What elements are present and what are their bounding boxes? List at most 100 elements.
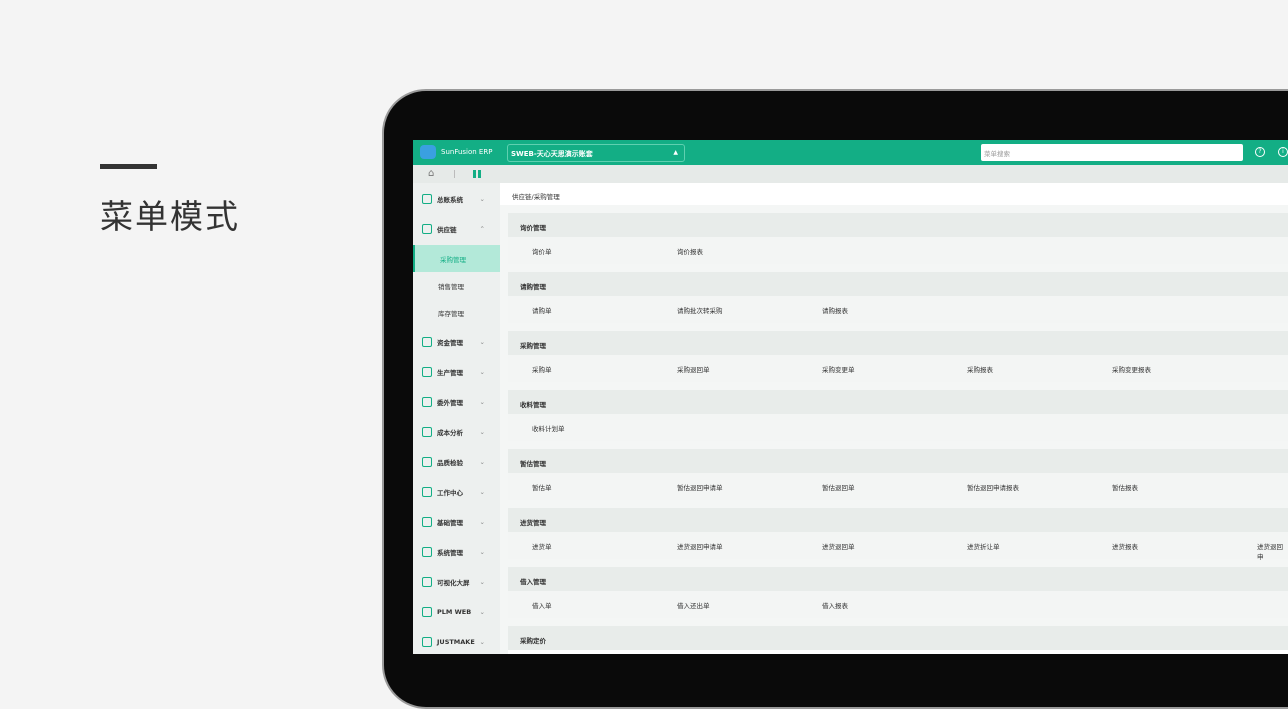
menu-link[interactable]: 收料计划单 xyxy=(532,425,565,433)
sidebar-item[interactable]: 可视化大屏 ⌄ xyxy=(413,568,500,596)
logo-icon xyxy=(420,145,436,159)
chevron-down-icon: ⌄ xyxy=(479,195,485,203)
sidebar-item-label: 品质检验 xyxy=(437,459,463,467)
menu-link[interactable]: 进货退回申 xyxy=(1257,543,1283,561)
menu-link[interactable]: 采购报表 xyxy=(967,366,993,374)
menu-link[interactable]: 进货退回申请单 xyxy=(677,543,723,551)
menu-section: 暂估管理暂估单 暂估退回申请单 暂估退回单 暂估退回申请报表 暂估报表 xyxy=(508,449,1288,500)
menu-link[interactable]: 请购报表 xyxy=(822,307,848,315)
module-icon xyxy=(422,397,432,407)
sidebar-subitem[interactable]: 采购管理 xyxy=(413,245,500,272)
section-title: 暂估管理 xyxy=(508,449,1288,473)
section-title: 采购定价 xyxy=(508,626,1288,650)
sidebar-item-label: 可视化大屏 xyxy=(437,579,470,587)
sidebar-item[interactable]: PLM WEB ⌄ xyxy=(413,598,500,626)
menu-link[interactable]: 进货折让单 xyxy=(967,543,1000,551)
chevron-down-icon: ⌄ xyxy=(479,548,485,556)
sidebar-item[interactable]: 工作中心 ⌄ xyxy=(413,478,500,506)
sidebar-item[interactable]: 总账系统 ⌄ xyxy=(413,185,500,213)
section-items: 暂估单 暂估退回申请单 暂估退回单 暂估退回申请报表 暂估报表 xyxy=(508,473,1288,500)
home-icon[interactable]: ⌂ xyxy=(428,168,435,179)
sidebar-item[interactable]: 委外管理 ⌄ xyxy=(413,388,500,416)
sidebar-item-label: 生产管理 xyxy=(437,369,463,377)
sidebar-item[interactable]: 生产管理 ⌄ xyxy=(413,358,500,386)
sidebar-item[interactable]: 系统管理 ⌄ xyxy=(413,538,500,566)
divider xyxy=(454,170,455,178)
module-icon xyxy=(422,637,432,647)
menu-link[interactable]: 暂估报表 xyxy=(1112,484,1138,492)
menu-link[interactable]: 借入还出单 xyxy=(677,602,710,610)
sidebar-item-label: 委外管理 xyxy=(437,399,463,407)
sidebar-subitem[interactable]: 库存管理 xyxy=(438,309,464,318)
sidebar-item-label: PLM WEB xyxy=(437,608,472,616)
erp-screen: SunFusion ERP SWEB-天心天思演示账套 ▲ 菜单搜索 ? i ⌂ … xyxy=(413,140,1288,654)
sidebar-subitem[interactable]: 销售管理 xyxy=(438,282,464,291)
menu-section: 进货管理进货单 进货退回申请单 进货退回单 进货折让单 进货报表 进货退回申 xyxy=(508,508,1288,561)
menu-search-input[interactable]: 菜单搜索 xyxy=(981,144,1243,161)
menu-link[interactable]: 请购批次转采购 xyxy=(677,307,723,315)
module-icon xyxy=(422,194,432,204)
section-items: 借入单 借入还出单 借入报表 xyxy=(508,591,1288,618)
module-icon xyxy=(422,577,432,587)
module-icon xyxy=(422,547,432,557)
sidebar-item[interactable]: 供应链 ⌃ xyxy=(413,215,500,243)
section-title: 请购管理 xyxy=(508,272,1288,296)
menu-link[interactable]: 进货单 xyxy=(532,543,552,551)
sidebar: 总账系统 ⌄ 供应链 ⌃ 采购管理销售管理库存管理资金管理 ⌄ 生产管理 ⌄ 委外管理 ⌄ 成本分析… xyxy=(413,183,500,654)
menu-link[interactable]: 进货报表 xyxy=(1112,543,1138,551)
menu-link[interactable]: 采购单 xyxy=(532,366,552,374)
chevron-down-icon: ⌄ xyxy=(479,578,485,586)
sidebar-item-label: 资金管理 xyxy=(437,339,463,347)
sidebar-item-label: 总账系统 xyxy=(437,196,463,204)
module-icon xyxy=(422,487,432,497)
sidebar-item[interactable]: 成本分析 ⌄ xyxy=(413,418,500,446)
module-icon xyxy=(422,224,432,234)
brand-name: SunFusion ERP xyxy=(441,148,493,156)
menu-section: 采购定价 xyxy=(508,626,1288,654)
menu-link[interactable]: 暂估退回申请单 xyxy=(677,484,723,492)
help-icon[interactable]: ? xyxy=(1255,147,1265,157)
module-icon xyxy=(422,517,432,527)
menu-link[interactable]: 采购变更单 xyxy=(822,366,855,374)
section-title: 询价管理 xyxy=(508,213,1288,237)
chevron-down-icon: ⌄ xyxy=(479,338,485,346)
info-icon[interactable]: i xyxy=(1278,147,1288,157)
menu-link[interactable]: 采购变更报表 xyxy=(1112,366,1151,374)
sidebar-item-label: 供应链 xyxy=(437,226,457,234)
menu-link[interactable]: 采购退回单 xyxy=(677,366,710,374)
menu-link[interactable]: 暂估退回单 xyxy=(822,484,855,492)
grid-icon[interactable] xyxy=(473,170,481,178)
section-items: 进货单 进货退回申请单 进货退回单 进货折让单 进货报表 进货退回申 xyxy=(508,532,1288,561)
sidebar-item[interactable]: 资金管理 ⌄ xyxy=(413,328,500,356)
menu-link[interactable]: 询价报表 xyxy=(677,248,703,256)
menu-link[interactable]: 借入报表 xyxy=(822,602,848,610)
section-title: 进货管理 xyxy=(508,508,1288,532)
module-icon xyxy=(422,367,432,377)
menu-section: 借入管理借入单 借入还出单 借入报表 xyxy=(508,567,1288,618)
sidebar-item[interactable]: JUSTMAKE ⌄ xyxy=(413,628,500,654)
section-items: 采购单 采购退回单 采购变更单 采购报表 采购变更报表 xyxy=(508,355,1288,382)
section-title: 收料管理 xyxy=(508,390,1288,414)
chevron-down-icon: ⌄ xyxy=(479,608,485,616)
module-icon xyxy=(422,337,432,347)
sidebar-item[interactable]: 基础管理 ⌄ xyxy=(413,508,500,536)
account-select[interactable]: SWEB-天心天思演示账套 ▲ xyxy=(507,144,685,162)
menu-link[interactable]: 询价单 xyxy=(532,248,552,256)
section-title: 借入管理 xyxy=(508,567,1288,591)
chevron-down-icon: ⌄ xyxy=(479,368,485,376)
menu-link[interactable]: 进货退回单 xyxy=(822,543,855,551)
section-items: 询价单 询价报表 xyxy=(508,237,1288,264)
menu-section: 询价管理询价单 询价报表 xyxy=(508,213,1288,264)
chevron-down-icon: ⌄ xyxy=(479,398,485,406)
chevron-up-icon: ⌃ xyxy=(479,225,485,233)
module-icon xyxy=(422,457,432,467)
menu-link[interactable]: 请购单 xyxy=(532,307,552,315)
top-header: SunFusion ERP SWEB-天心天思演示账套 ▲ 菜单搜索 ? i xyxy=(413,140,1288,165)
sidebar-item[interactable]: 品质检验 ⌄ xyxy=(413,448,500,476)
menu-link[interactable]: 暂估退回申请报表 xyxy=(967,484,1019,492)
menu-link[interactable]: 暂估单 xyxy=(532,484,552,492)
account-value: SWEB-天心天思演示账套 xyxy=(511,150,593,158)
caret-up-icon: ▲ xyxy=(673,149,678,156)
menu-link[interactable]: 借入单 xyxy=(532,602,552,610)
sidebar-item-label: JUSTMAKE xyxy=(437,638,475,646)
